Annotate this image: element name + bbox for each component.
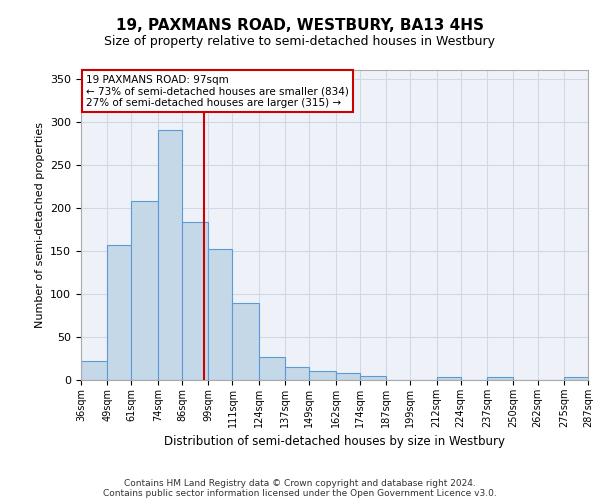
Bar bbox=[208, 249, 232, 380]
Bar bbox=[360, 376, 386, 380]
Text: Contains public sector information licensed under the Open Government Licence v3: Contains public sector information licen… bbox=[103, 488, 497, 498]
Text: Contains HM Land Registry data © Crown copyright and database right 2024.: Contains HM Land Registry data © Crown c… bbox=[124, 478, 476, 488]
Bar bbox=[182, 222, 208, 380]
Bar bbox=[335, 373, 360, 380]
Bar bbox=[437, 378, 461, 380]
X-axis label: Distribution of semi-detached houses by size in Westbury: Distribution of semi-detached houses by … bbox=[164, 436, 505, 448]
Bar bbox=[285, 367, 309, 380]
Bar bbox=[564, 378, 588, 380]
Bar bbox=[232, 302, 259, 380]
Bar bbox=[487, 378, 513, 380]
Bar bbox=[81, 361, 107, 380]
Text: 19, PAXMANS ROAD, WESTBURY, BA13 4HS: 19, PAXMANS ROAD, WESTBURY, BA13 4HS bbox=[116, 18, 484, 32]
Text: 19 PAXMANS ROAD: 97sqm
← 73% of semi-detached houses are smaller (834)
27% of se: 19 PAXMANS ROAD: 97sqm ← 73% of semi-det… bbox=[86, 74, 349, 108]
Bar bbox=[131, 201, 158, 380]
Bar bbox=[259, 357, 285, 380]
Bar bbox=[107, 245, 131, 380]
Y-axis label: Number of semi-detached properties: Number of semi-detached properties bbox=[35, 122, 44, 328]
Bar bbox=[158, 130, 182, 380]
Text: Size of property relative to semi-detached houses in Westbury: Size of property relative to semi-detach… bbox=[104, 35, 496, 48]
Bar bbox=[309, 372, 335, 380]
